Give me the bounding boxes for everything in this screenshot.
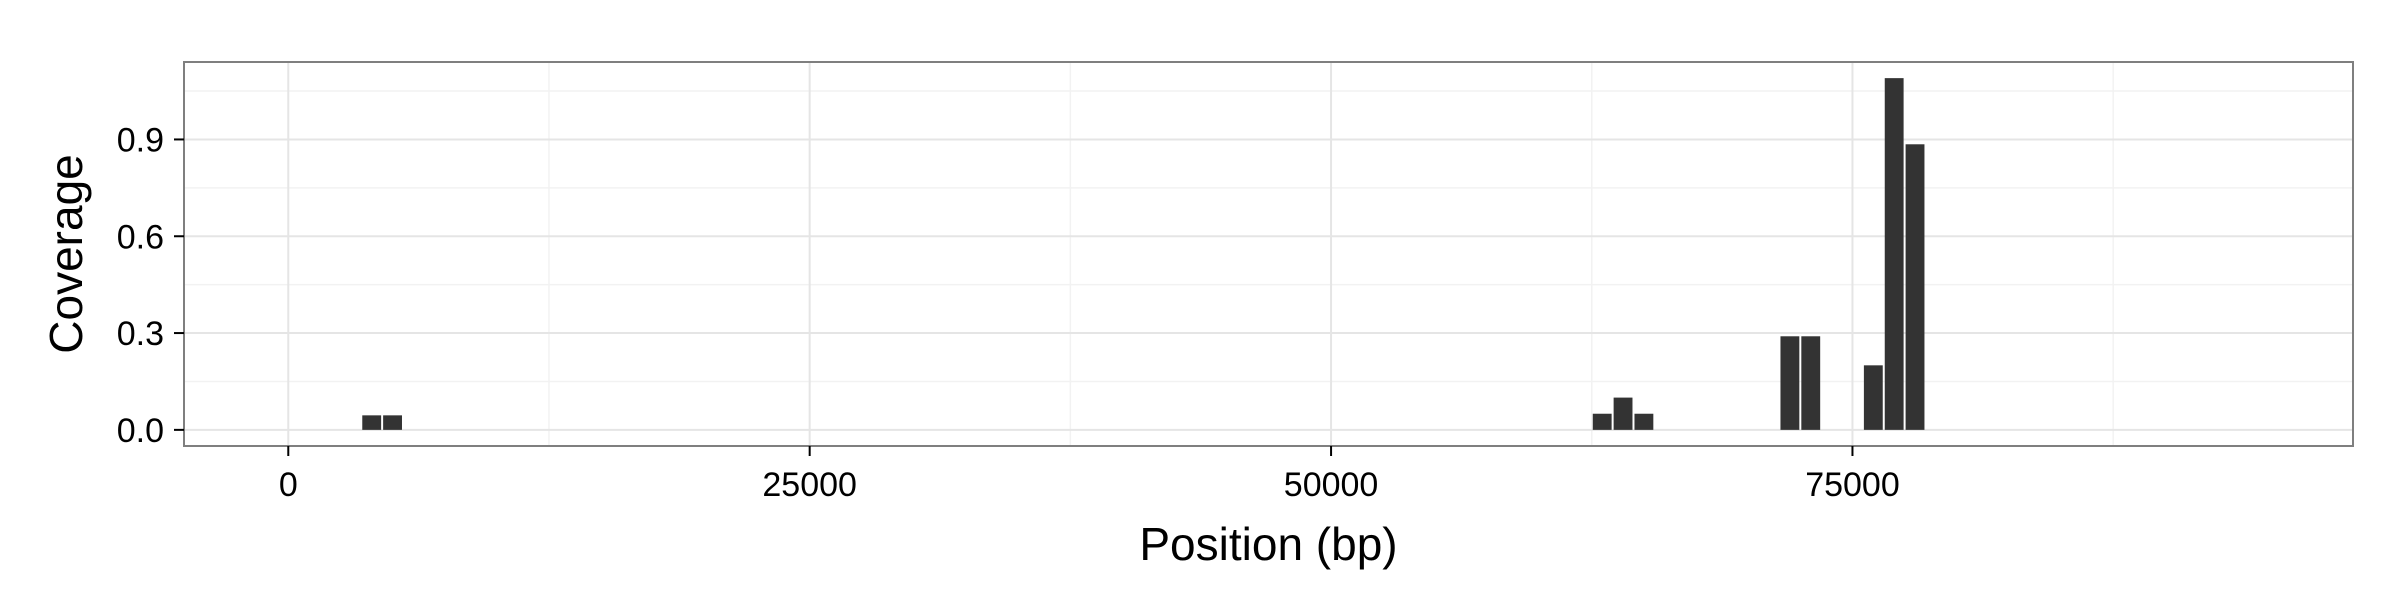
x-tick-label: 25000 [762,466,857,504]
x-tick-label: 0 [279,466,298,504]
bar [1613,397,1633,430]
bar [1801,336,1821,430]
y-tick-label: 0.9 [117,121,164,159]
bar [1884,78,1904,430]
bar [362,415,382,430]
x-tick-label: 50000 [1284,466,1379,504]
x-tick-label: 75000 [1805,466,1900,504]
y-axis-title: Coverage [40,154,92,353]
y-tick-label: 0.3 [117,315,164,353]
bar [383,415,402,430]
plot-panel [184,62,2353,446]
bar [1863,365,1883,430]
axis-ticks: 0 25000 50000 75000 0.0 0.3 0.6 0.9 [117,121,1900,504]
x-axis-title: Position (bp) [1139,518,1397,570]
plot-panel-border [183,61,2354,447]
grid-lines [184,62,2353,446]
y-tick-label: 0.0 [117,412,164,450]
bar [1634,413,1654,430]
y-tick-label: 0.6 [117,218,164,256]
bar [1592,413,1612,430]
bars [362,78,1925,430]
bar [1780,336,1800,430]
bar [1905,144,1925,430]
